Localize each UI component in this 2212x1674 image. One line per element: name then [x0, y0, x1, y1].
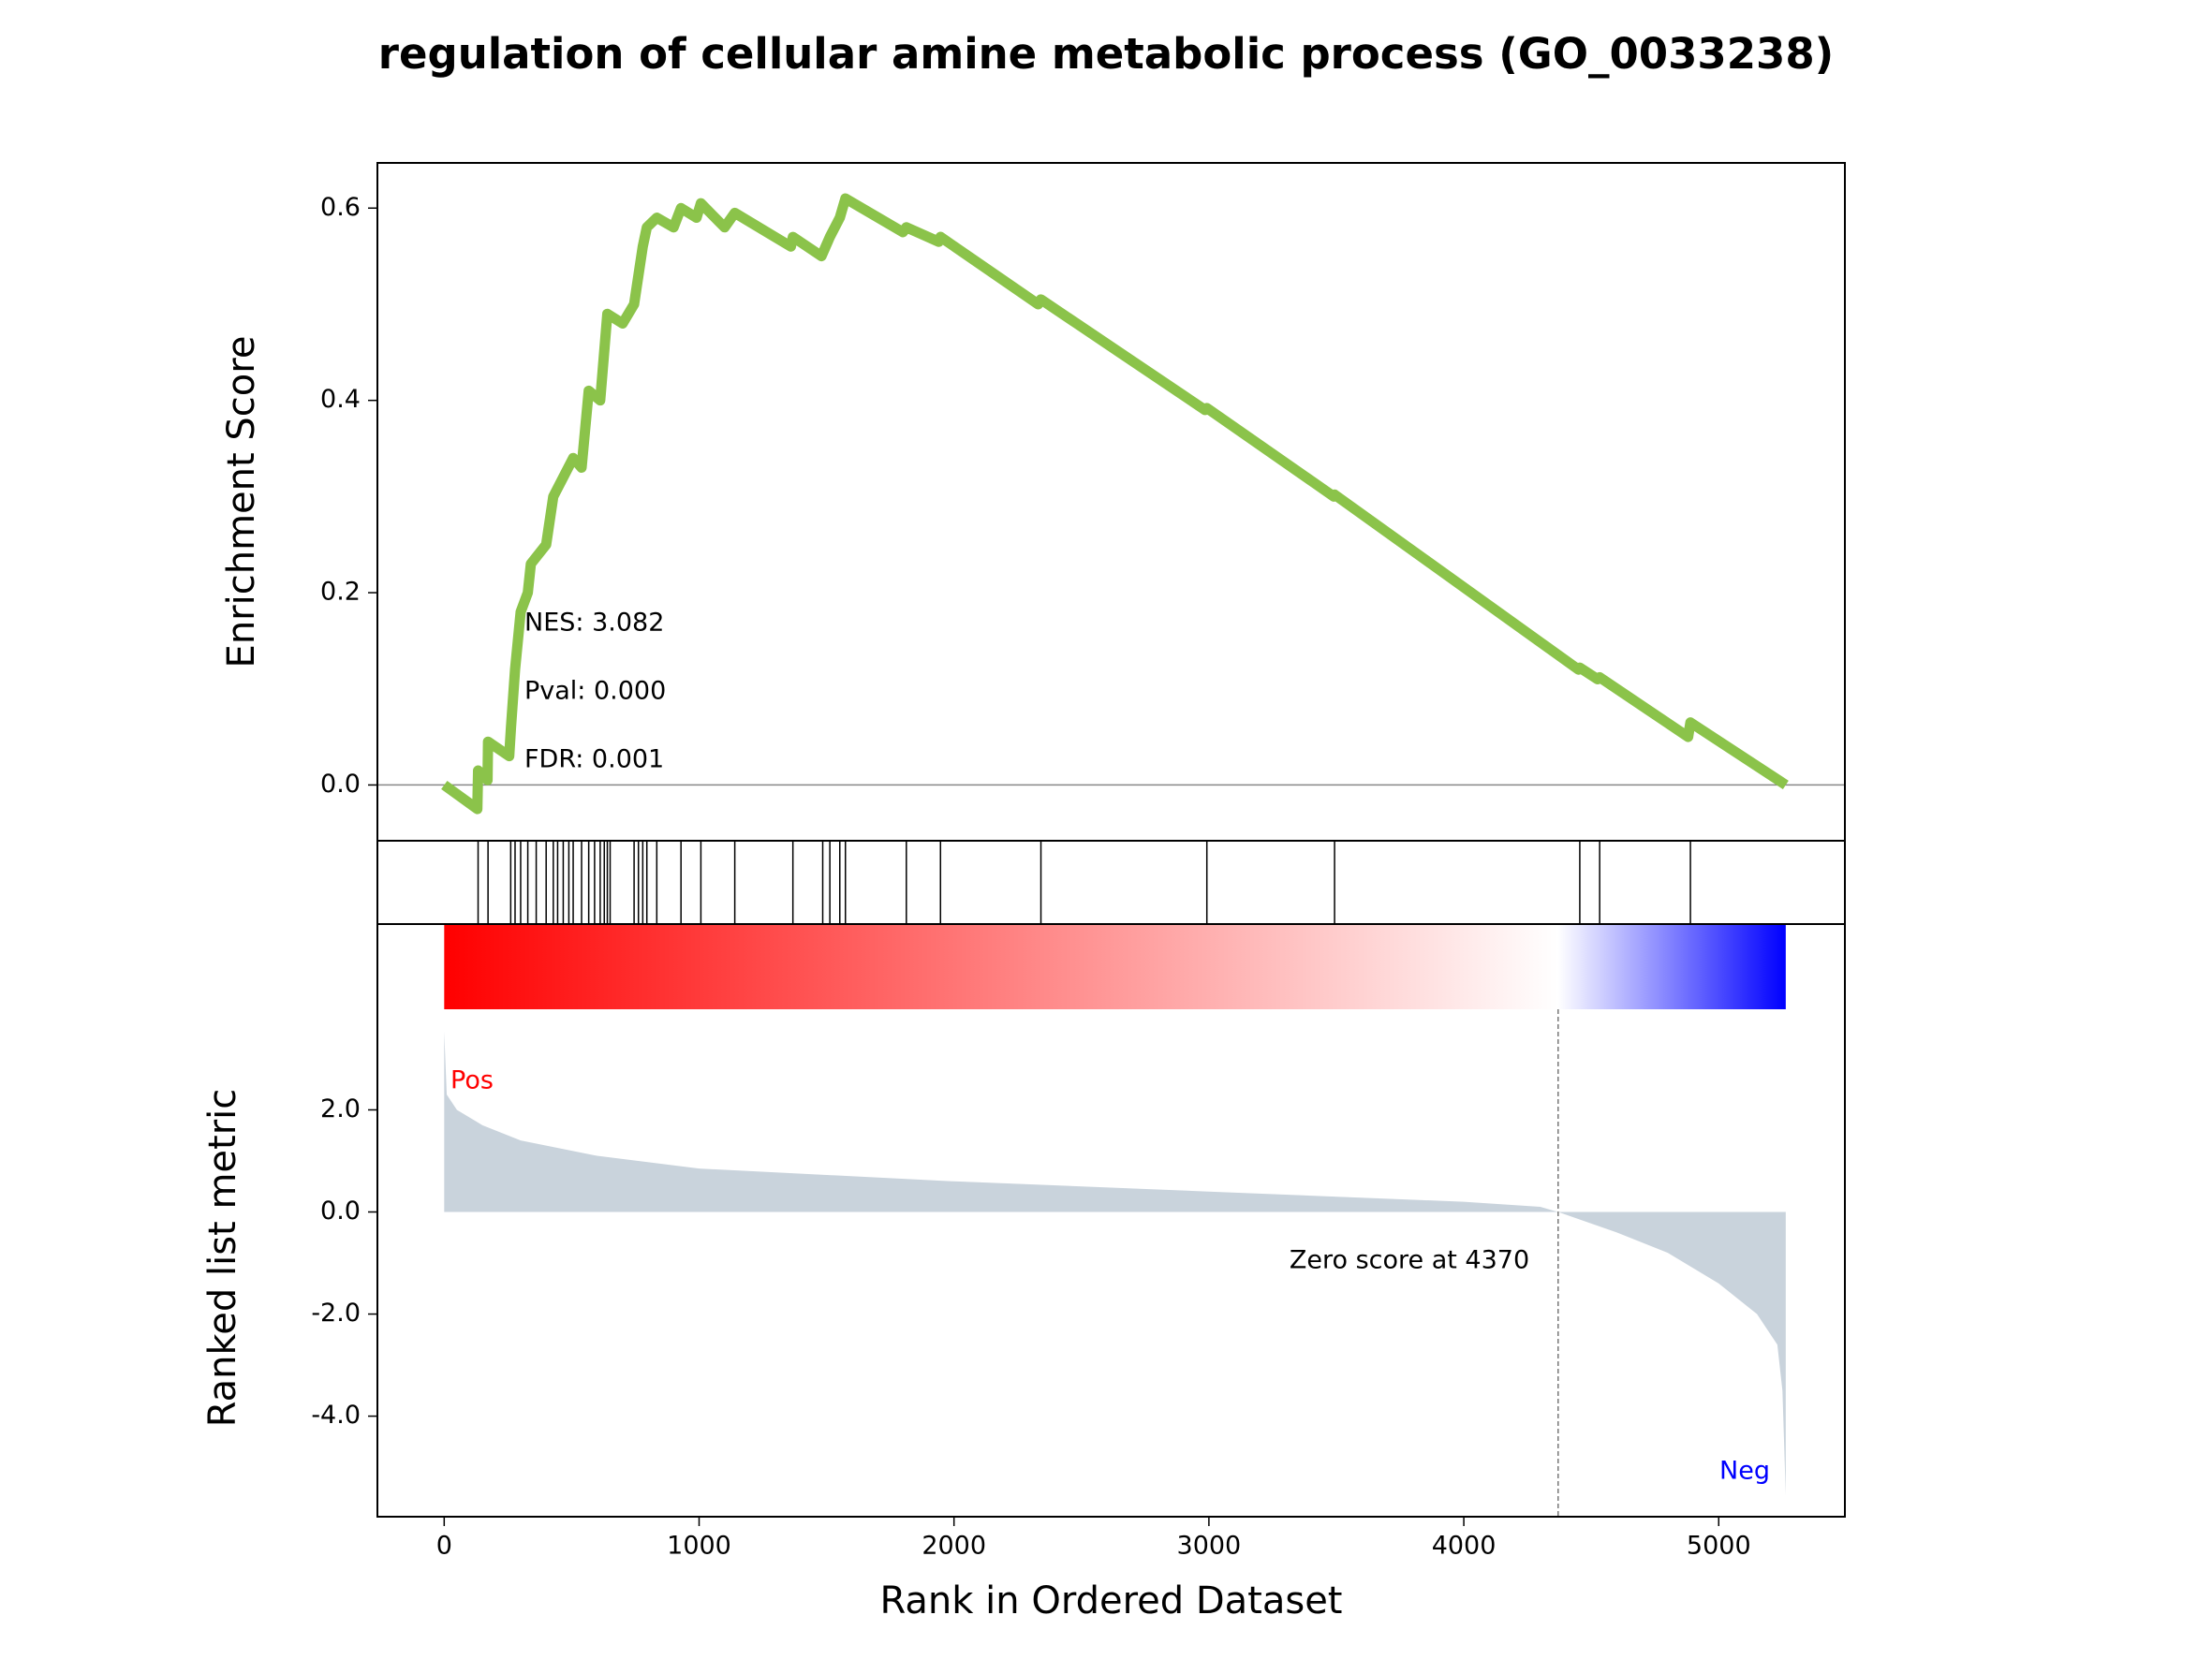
y-tick-label: 0.2	[320, 578, 361, 607]
color-bar	[444, 924, 1786, 1009]
stat-label: NES: 3.082	[524, 609, 664, 638]
x-tick-label: 2000	[922, 1532, 986, 1561]
y-tick-label: -4.0	[311, 1401, 361, 1430]
enrichment-line	[441, 193, 1789, 815]
y-tick-label: 0.6	[320, 193, 361, 222]
neg-label: Neg	[1719, 1457, 1770, 1486]
y-tick-label: 2.0	[320, 1094, 361, 1123]
x-tick-label: 3000	[1177, 1532, 1242, 1561]
metric-area	[444, 1032, 1786, 1496]
x-tick-label: 0	[436, 1532, 452, 1561]
y-tick-label: 0.0	[320, 1197, 361, 1226]
x-tick-label: 5000	[1687, 1532, 1751, 1561]
axes-frame	[376, 840, 1846, 925]
y-tick-label: -2.0	[311, 1299, 361, 1328]
x-tick-label: 1000	[667, 1532, 731, 1561]
chart-title: regulation of cellular amine metabolic p…	[378, 29, 1834, 79]
stat-label: Pval: 0.000	[524, 677, 666, 706]
x-tick-label: 4000	[1432, 1532, 1497, 1561]
y-tick-label: 0.4	[320, 385, 361, 414]
x-axis-label: Rank in Ordered Dataset	[880, 1579, 1343, 1623]
y-axis-label: Enrichment Score	[220, 336, 263, 668]
stat-label: FDR: 0.001	[524, 745, 664, 774]
y-tick-label: 0.0	[320, 770, 361, 799]
zero-label: Zero score at 4370	[1290, 1246, 1529, 1275]
pos-label: Pos	[450, 1066, 494, 1095]
axes-frame	[376, 162, 1846, 842]
y-axis-label: Ranked list metric	[201, 1089, 244, 1428]
axes-frame	[376, 923, 1846, 1518]
